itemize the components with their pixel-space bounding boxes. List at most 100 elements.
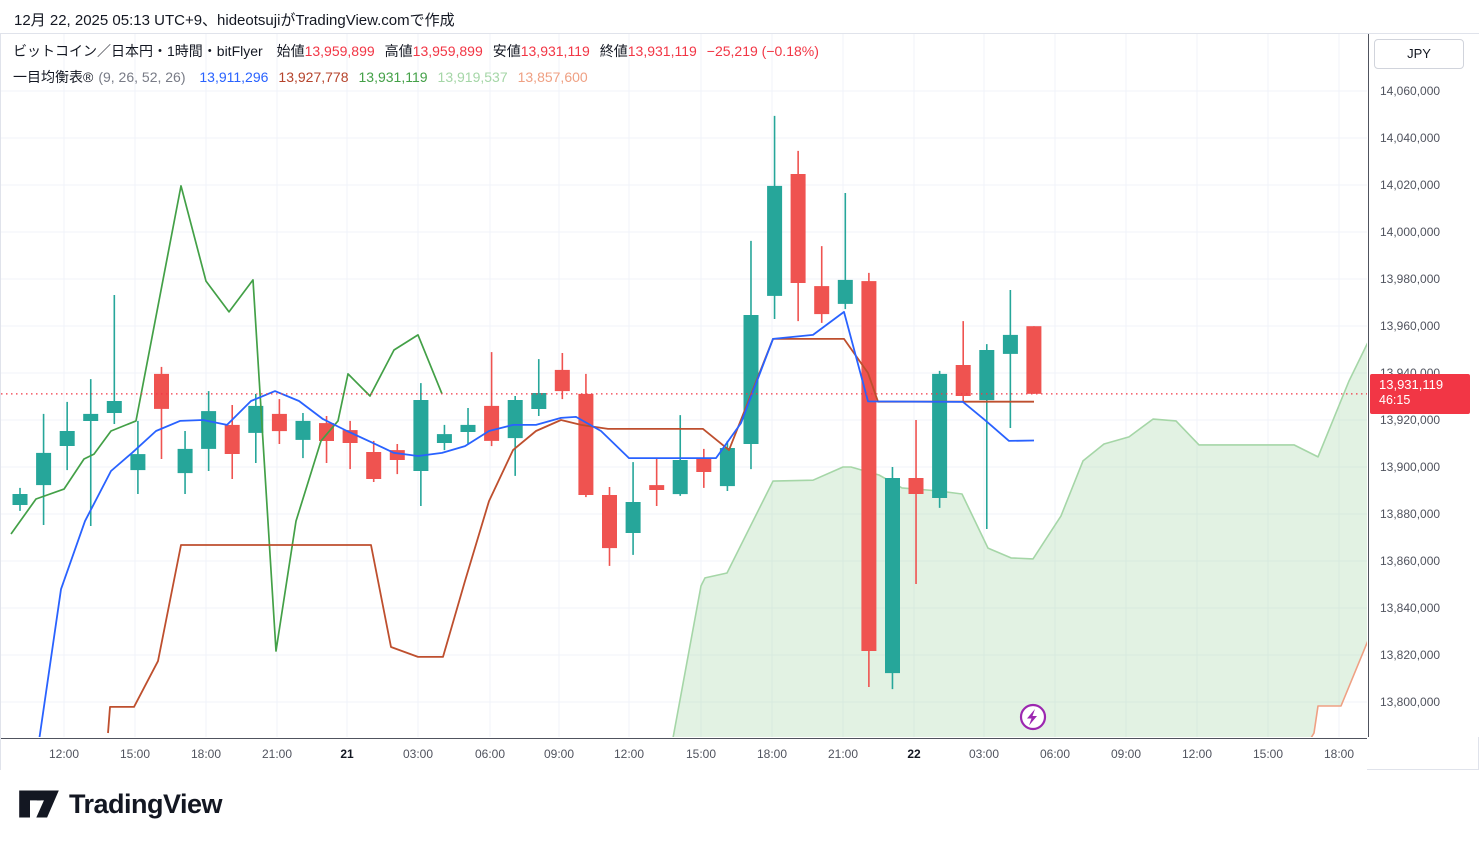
price-axis-label: 13,820,000 <box>1380 648 1441 662</box>
price-axis-label: 14,020,000 <box>1380 178 1441 192</box>
ichimoku-value: 13,911,296 <box>199 69 269 85</box>
candle <box>319 416 334 463</box>
ohlc-label: 終値 <box>599 43 628 59</box>
last-price-value: 13,931,119 <box>1379 377 1444 392</box>
price-axis-label: 13,880,000 <box>1380 507 1441 521</box>
candle <box>602 487 617 566</box>
time-axis-label: 06:00 <box>474 747 506 761</box>
candle <box>767 115 783 319</box>
legend-ichimoku-row[interactable]: 一目均衡表® (9, 26, 52, 26) 13,911,296 13,927,7… <box>13 68 819 87</box>
time-axis-label: 15:00 <box>685 747 717 761</box>
ichimoku-cloud <box>673 344 1367 737</box>
price-axis-label: 13,800,000 <box>1380 695 1441 709</box>
currency-toggle-button[interactable]: JPY <box>1374 39 1464 69</box>
candle <box>578 373 594 498</box>
chart-legend: ビットコイン／日本円・1時間・bitFlyer 始値13,959,899 高値13… <box>13 42 819 94</box>
candle <box>154 366 169 459</box>
candle <box>83 379 99 526</box>
ohlc-value: 13,959,899 <box>412 43 483 59</box>
indicator-title: 一目均衡表® <box>13 69 94 85</box>
candle <box>531 359 547 416</box>
price-axis-label: 14,000,000 <box>1380 225 1441 239</box>
time-axis-label: 21:00 <box>261 747 293 761</box>
candle <box>625 462 641 555</box>
symbol-title: ビットコイン／日本円・1時間・bitFlyer <box>13 43 263 59</box>
candle <box>649 459 665 506</box>
time-axis-label: 12:00 <box>1181 747 1213 761</box>
time-axis-label: 18:00 <box>190 747 222 761</box>
candles-series <box>12 115 1042 690</box>
time-axis-label: 15:00 <box>1252 747 1284 761</box>
bar-countdown: 46:15 <box>1379 393 1411 407</box>
time-axis-label: 03:00 <box>968 747 1000 761</box>
candle <box>696 448 712 488</box>
chart-pane[interactable]: ビットコイン／日本円・1時間・bitFlyer 始値13,959,899 高値13… <box>1 34 1367 737</box>
candle <box>554 353 570 400</box>
candle <box>389 444 405 475</box>
tradingview-logo-icon <box>19 790 59 818</box>
candle <box>201 391 217 471</box>
candle <box>814 246 830 323</box>
ohlc-value: 13,959,899 <box>304 43 375 59</box>
price-axis-label: 13,840,000 <box>1380 601 1441 615</box>
candle <box>1002 290 1018 428</box>
candle <box>59 401 75 471</box>
legend-symbol-row[interactable]: ビットコイン／日本円・1時間・bitFlyer 始値13,959,899 高値13… <box>13 42 819 61</box>
time-axis-label: 22 <box>907 747 921 761</box>
candle <box>979 344 995 529</box>
candle <box>12 487 28 511</box>
candle <box>248 393 264 463</box>
time-axis-label: 09:00 <box>1110 747 1142 761</box>
candle <box>177 431 193 494</box>
time-axis-label: 18:00 <box>1323 747 1355 761</box>
candle <box>908 420 924 584</box>
price-axis-label: 13,900,000 <box>1380 460 1441 474</box>
lead-a-line <box>672 342 1367 737</box>
chikou-span-line <box>10 185 443 652</box>
time-axis-label: 09:00 <box>543 747 575 761</box>
lightning-marker[interactable] <box>1019 703 1047 731</box>
time-axis-label: 12:00 <box>613 747 645 761</box>
tradingview-attribution[interactable]: TradingView <box>18 786 223 822</box>
tenkan-sen-line <box>38 310 1035 737</box>
candle <box>955 321 971 401</box>
time-axis-label: 21 <box>340 747 354 761</box>
ichimoku-value: 13,931,119 <box>358 69 428 85</box>
candle <box>130 420 146 494</box>
ohlc-label: 高値 <box>384 43 413 59</box>
candle <box>436 424 452 451</box>
price-axis-label: 14,040,000 <box>1380 131 1441 145</box>
header-caption: 12月 22, 2025 05:13 UTC+9、hideotsujiがTrad… <box>14 12 455 29</box>
candle <box>460 408 476 444</box>
time-axis[interactable]: 12:00 15:00 18:00 21:00 21 03:00 06:00 09:00 12:… <box>1 738 1367 770</box>
chart-canvas[interactable] <box>1 34 1367 737</box>
price-axis-label: 14,060,000 <box>1380 84 1441 98</box>
candle <box>885 467 900 690</box>
candle <box>342 420 358 470</box>
candle <box>106 295 122 424</box>
price-axis-label: 13,960,000 <box>1380 319 1441 333</box>
chart-widget: ビットコイン／日本円・1時間・bitFlyer 始値13,959,899 高値13… <box>0 33 1479 770</box>
tradingview-logo-text: TradingView <box>69 788 223 819</box>
time-axis-label: 03:00 <box>402 747 434 761</box>
change-value: −25,219 (−0.18%) <box>706 43 819 59</box>
candle <box>507 396 523 476</box>
candle <box>271 399 287 444</box>
lead-b-line <box>1310 640 1367 737</box>
ohlc-label: 始値 <box>276 43 305 59</box>
candle <box>861 272 877 687</box>
axis-corner <box>1368 738 1478 769</box>
price-axis[interactable]: JPY 13,931,119 46:15 14,060,000 14,040,00… <box>1368 34 1479 737</box>
candle <box>672 415 688 496</box>
ichimoku-value: 13,919,537 <box>437 69 508 85</box>
price-axis-label: 13,860,000 <box>1380 554 1441 568</box>
ohlc-label: 安値 <box>492 43 521 59</box>
candle <box>295 413 311 459</box>
price-axis-label: 13,920,000 <box>1380 413 1441 427</box>
time-axis-label: 18:00 <box>756 747 788 761</box>
ichimoku-value: 13,857,600 <box>517 69 588 85</box>
ohlc-value: 13,931,119 <box>627 43 697 59</box>
candle <box>224 405 240 479</box>
candle <box>790 150 806 322</box>
